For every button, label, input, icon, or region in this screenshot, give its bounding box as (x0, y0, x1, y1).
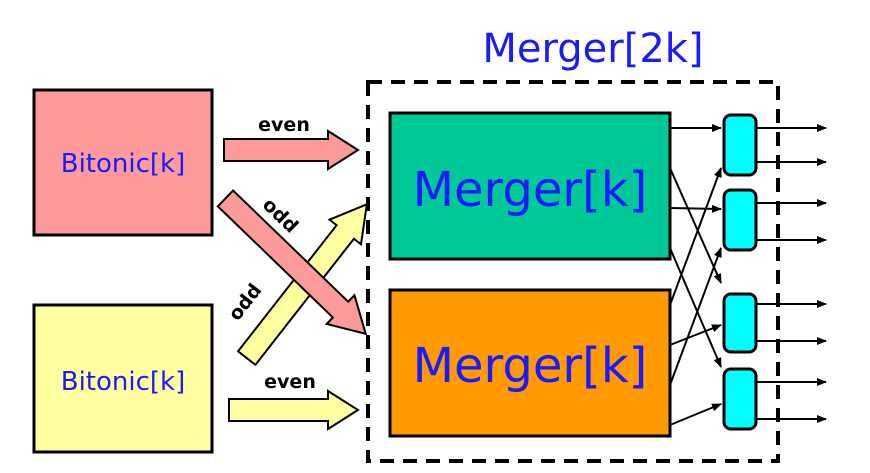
comparator (722, 113, 758, 177)
wire (669, 324, 722, 346)
comparator (722, 188, 758, 252)
merger-k-bottom-box (388, 288, 672, 438)
wire (669, 403, 722, 426)
even-arrow-top (223, 129, 360, 171)
bitonic-bottom-box (32, 303, 214, 454)
wire (669, 167, 722, 306)
odd-arrow-top (216, 189, 368, 336)
comparator-column (722, 113, 758, 431)
wire (669, 247, 722, 368)
interconnect-wires (669, 124, 722, 426)
bitonic-bottom-label: Bitonic[k] (61, 367, 186, 397)
merger-k-top-box (388, 111, 672, 261)
wire (669, 167, 722, 284)
comparator (722, 292, 758, 354)
bitonic-top-label: Bitonic[k] (61, 149, 186, 179)
even-label-top: even (258, 114, 310, 136)
comparator (722, 367, 758, 431)
even-arrow-bottom (228, 389, 360, 431)
diagram-title: Merger[2k] (482, 26, 703, 72)
merger-k-bottom-label: Merger[k] (413, 338, 648, 394)
merger-k-top-label: Merger[k] (413, 162, 648, 218)
merger-2k-boundary (366, 80, 780, 463)
bitonic-top-box (32, 88, 214, 237)
even-label-bottom: even (264, 371, 316, 393)
output-wires (756, 124, 827, 423)
odd-label-bottom: odd (224, 280, 266, 325)
wire (669, 247, 722, 386)
wire (669, 204, 722, 213)
